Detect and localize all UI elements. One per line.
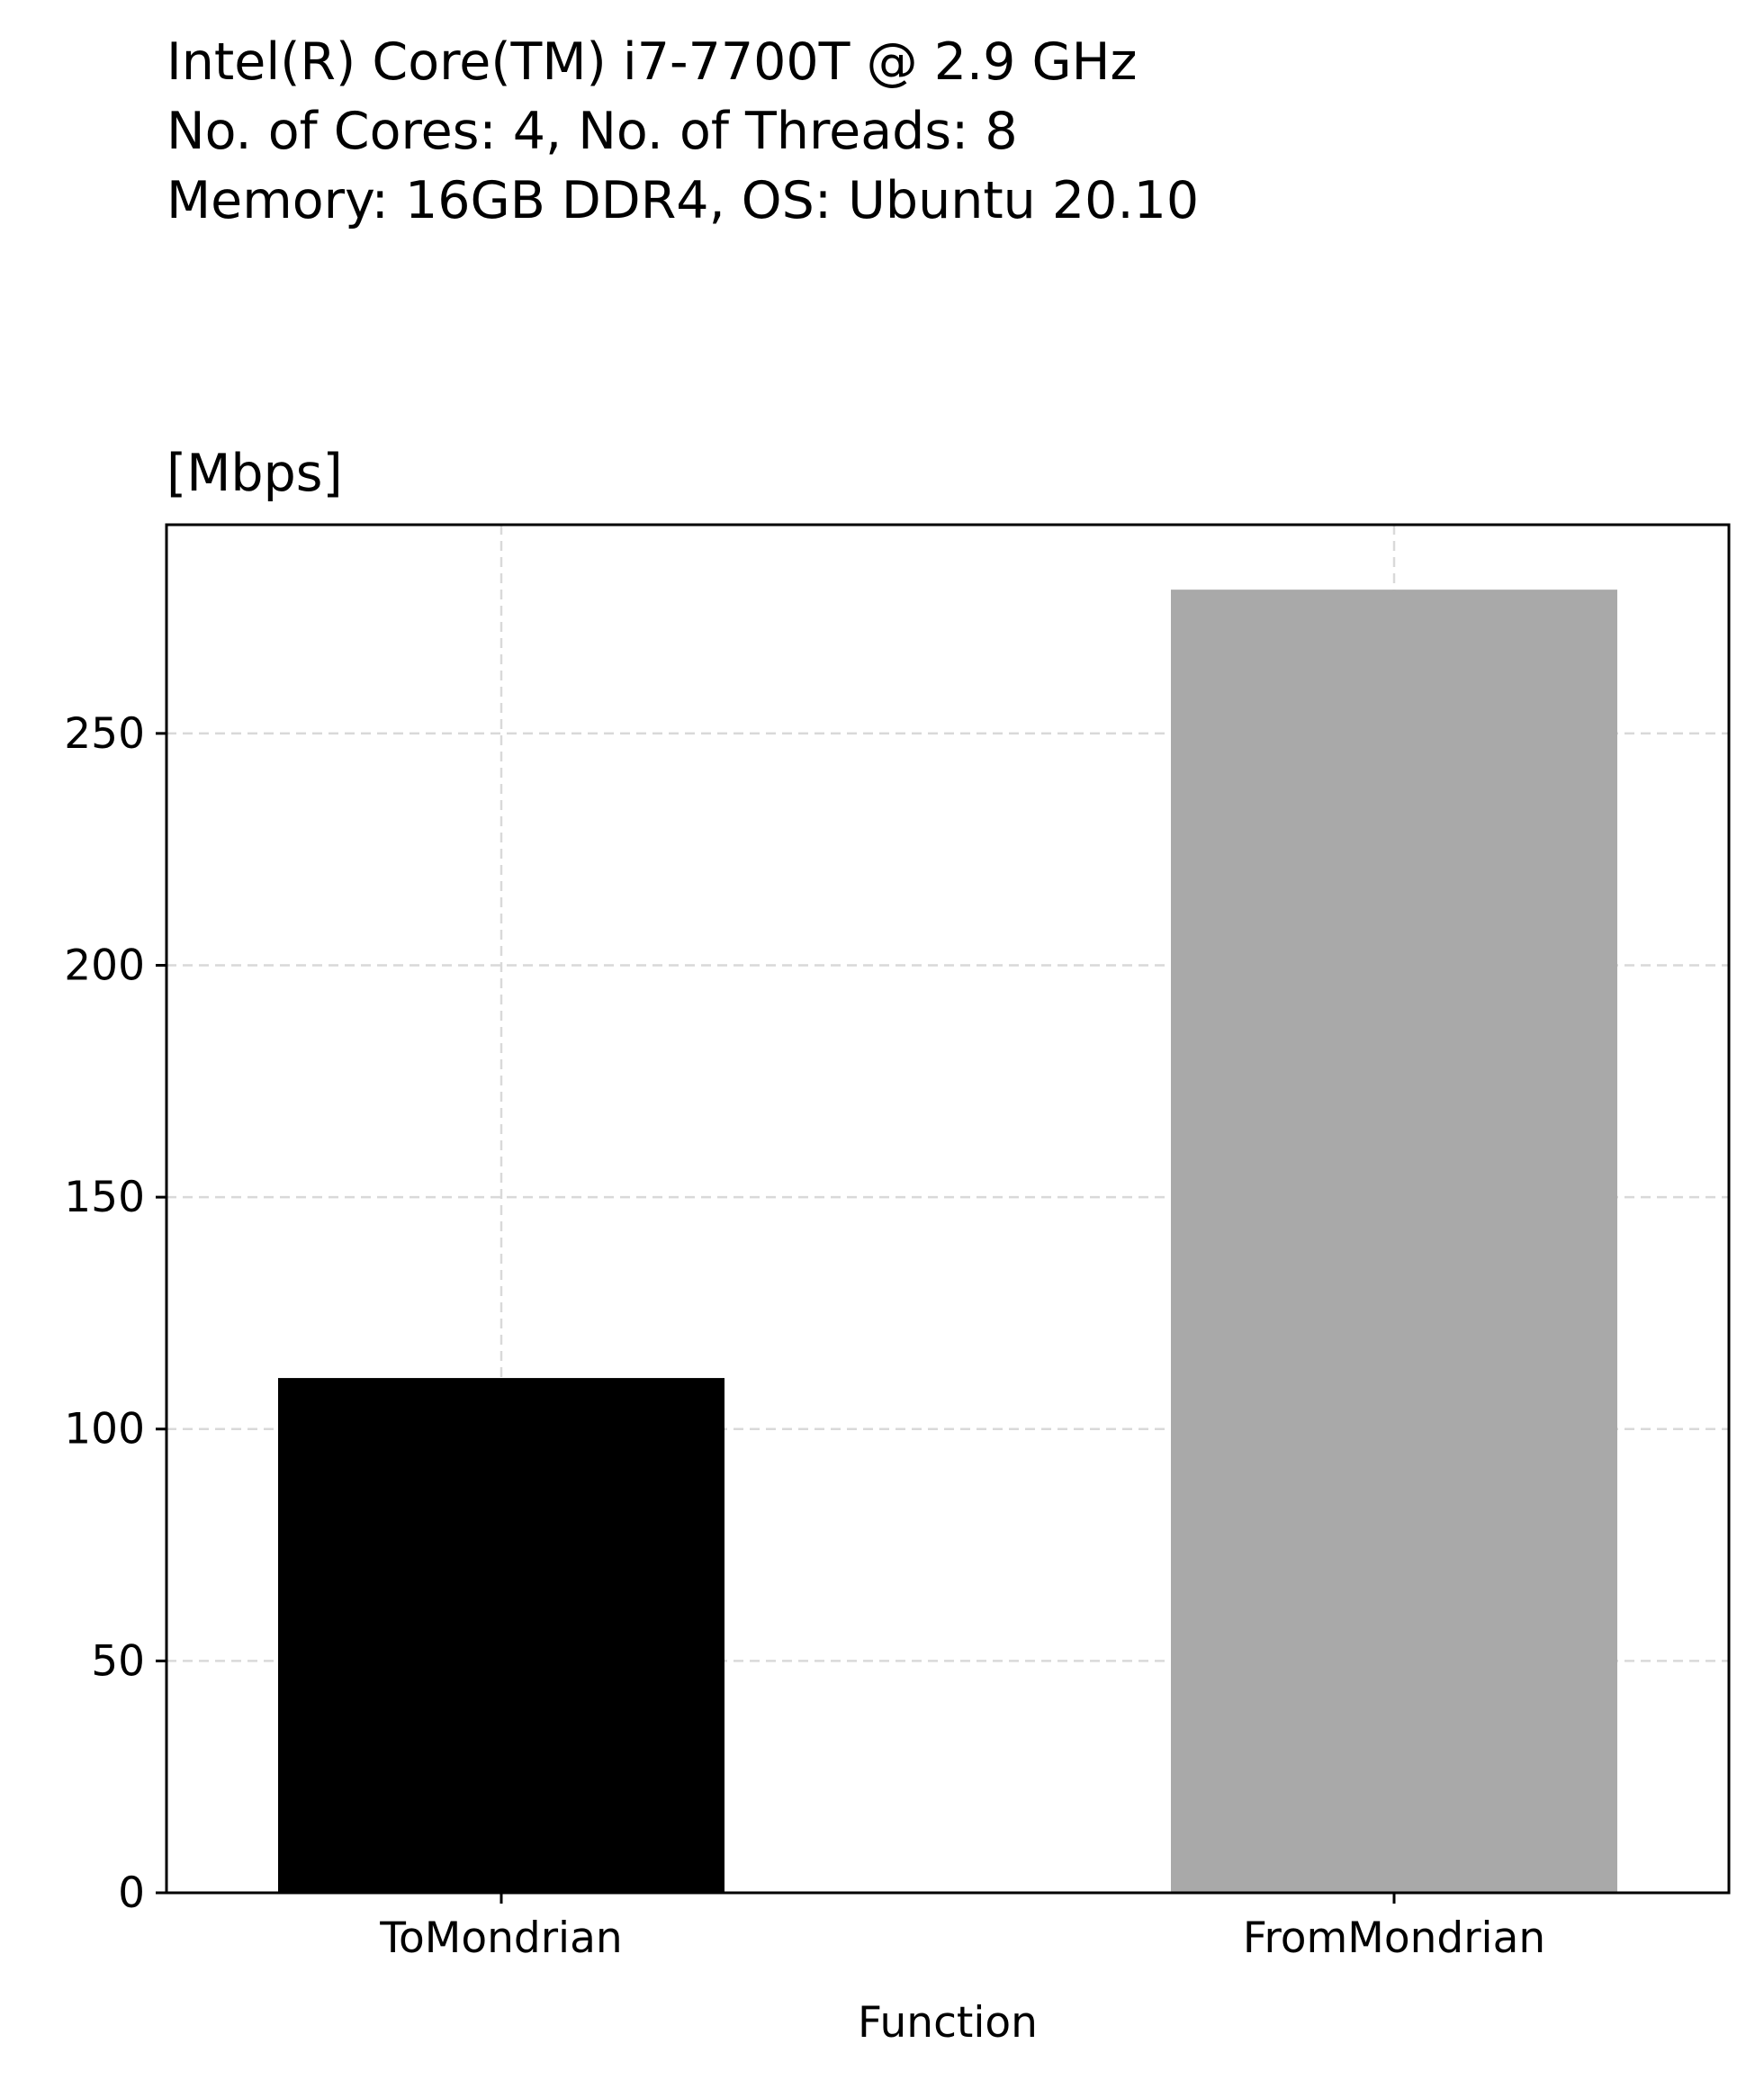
unit-label: [Mbps]: [166, 444, 343, 503]
y-tick-label: 100: [64, 1405, 145, 1454]
x-tick-label: ToMondrian: [379, 1913, 622, 1963]
x-axis-ticks: ToMondrian FromMondrian: [379, 1893, 1545, 1963]
x-tick-label: FromMondrian: [1243, 1913, 1545, 1963]
y-tick-label: 50: [91, 1636, 145, 1686]
x-axis-label: Function: [858, 1998, 1038, 2048]
bar-frommondrian: [1171, 590, 1617, 1893]
plot-frame: [165, 523, 1731, 1895]
y-tick-label: 150: [64, 1173, 145, 1222]
title-line-1: Intel(R) Core(TM) i7-7700T @ 2.9 GHz: [166, 32, 1137, 92]
chart-title: Intel(R) Core(TM) i7-7700T @ 2.9 GHz No.…: [166, 32, 1199, 230]
y-tick-label: 200: [64, 941, 145, 990]
y-axis-ticks: 0 50 100 150 200 250: [64, 709, 166, 1918]
y-tick-label: 250: [64, 709, 145, 759]
bar-series: [278, 590, 1617, 1893]
bar-tomondrian: [278, 1378, 724, 1893]
title-line-2: No. of Cores: 4, No. of Threads: 8: [166, 102, 1018, 161]
y-tick-label: 0: [118, 1868, 145, 1918]
title-line-3: Memory: 16GB DDR4, OS: Ubuntu 20.10: [166, 171, 1199, 230]
